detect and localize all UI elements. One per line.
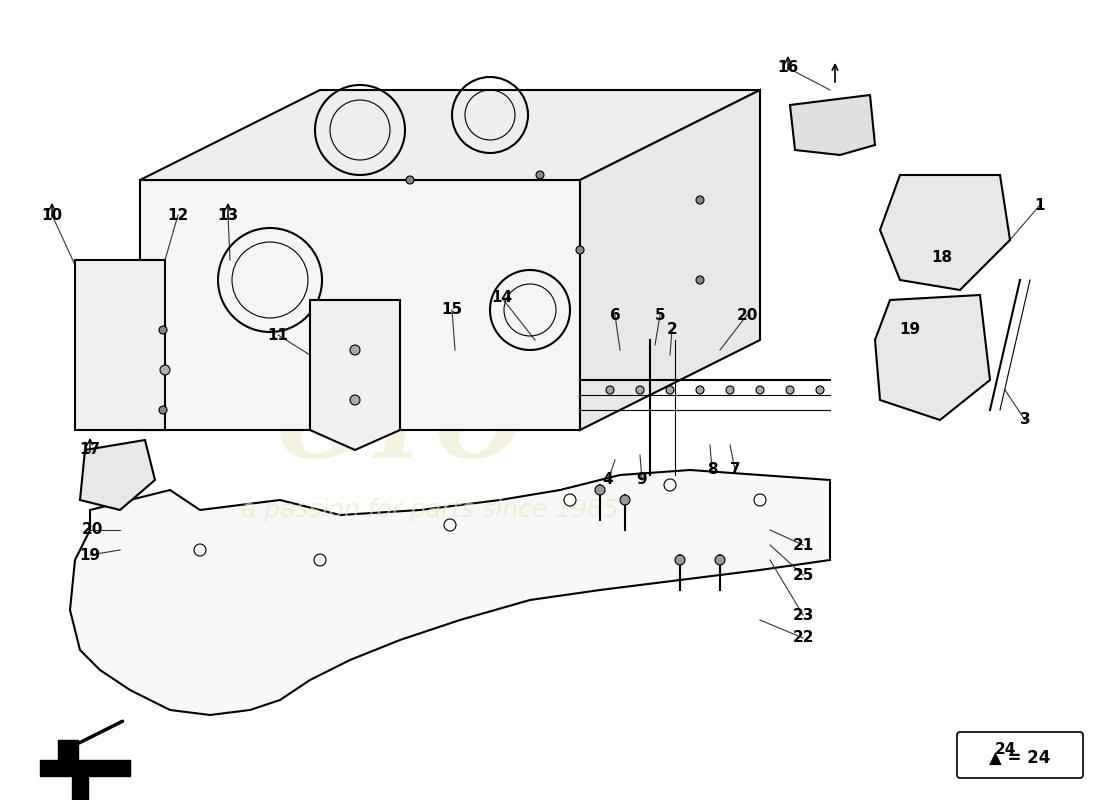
Polygon shape — [790, 95, 874, 155]
Text: 22: 22 — [792, 630, 814, 646]
Circle shape — [160, 326, 167, 334]
Text: 19: 19 — [79, 547, 100, 562]
Circle shape — [576, 246, 584, 254]
Text: 11: 11 — [267, 327, 288, 342]
Text: 7: 7 — [729, 462, 740, 478]
Text: 13: 13 — [218, 207, 239, 222]
Circle shape — [536, 171, 544, 179]
Circle shape — [350, 345, 360, 355]
Text: 3: 3 — [1020, 413, 1031, 427]
Text: 5: 5 — [654, 307, 666, 322]
Text: 10: 10 — [42, 207, 63, 222]
Text: 8: 8 — [706, 462, 717, 478]
Text: a passion for parts since 1985: a passion for parts since 1985 — [241, 498, 619, 522]
Text: 20: 20 — [81, 522, 102, 538]
Text: 6: 6 — [609, 307, 620, 322]
Circle shape — [666, 386, 674, 394]
FancyBboxPatch shape — [957, 732, 1084, 778]
Circle shape — [160, 365, 170, 375]
Text: 20: 20 — [736, 307, 758, 322]
Text: 14: 14 — [492, 290, 513, 306]
Circle shape — [675, 555, 685, 565]
Circle shape — [715, 555, 725, 565]
Polygon shape — [140, 90, 760, 180]
Text: 4: 4 — [603, 473, 614, 487]
Polygon shape — [580, 90, 760, 430]
Text: 21: 21 — [792, 538, 814, 553]
Text: 9: 9 — [637, 473, 647, 487]
Circle shape — [350, 395, 360, 405]
Circle shape — [696, 276, 704, 284]
Polygon shape — [80, 440, 155, 510]
Text: GTO: GTO — [276, 382, 524, 478]
Circle shape — [696, 386, 704, 394]
Circle shape — [726, 386, 734, 394]
Circle shape — [816, 386, 824, 394]
Text: 25: 25 — [792, 567, 814, 582]
Text: 23: 23 — [792, 607, 814, 622]
Polygon shape — [874, 295, 990, 420]
Polygon shape — [75, 260, 165, 430]
Circle shape — [406, 176, 414, 184]
Text: 16: 16 — [778, 61, 799, 75]
Circle shape — [620, 495, 630, 505]
Circle shape — [160, 406, 167, 414]
Text: 2: 2 — [667, 322, 678, 338]
Polygon shape — [880, 175, 1010, 290]
Polygon shape — [310, 300, 400, 450]
Circle shape — [756, 386, 764, 394]
Polygon shape — [40, 740, 130, 800]
Text: 15: 15 — [441, 302, 463, 318]
Text: 17: 17 — [79, 442, 100, 458]
Circle shape — [786, 386, 794, 394]
Circle shape — [606, 386, 614, 394]
Circle shape — [636, 386, 644, 394]
Polygon shape — [140, 180, 580, 430]
Text: 12: 12 — [167, 207, 188, 222]
Circle shape — [595, 485, 605, 495]
Text: 24: 24 — [994, 742, 1015, 758]
Circle shape — [696, 196, 704, 204]
Text: 19: 19 — [900, 322, 921, 338]
Text: 18: 18 — [932, 250, 953, 265]
Polygon shape — [70, 470, 830, 715]
Text: 1: 1 — [1035, 198, 1045, 213]
Text: ▲ = 24: ▲ = 24 — [989, 749, 1050, 767]
